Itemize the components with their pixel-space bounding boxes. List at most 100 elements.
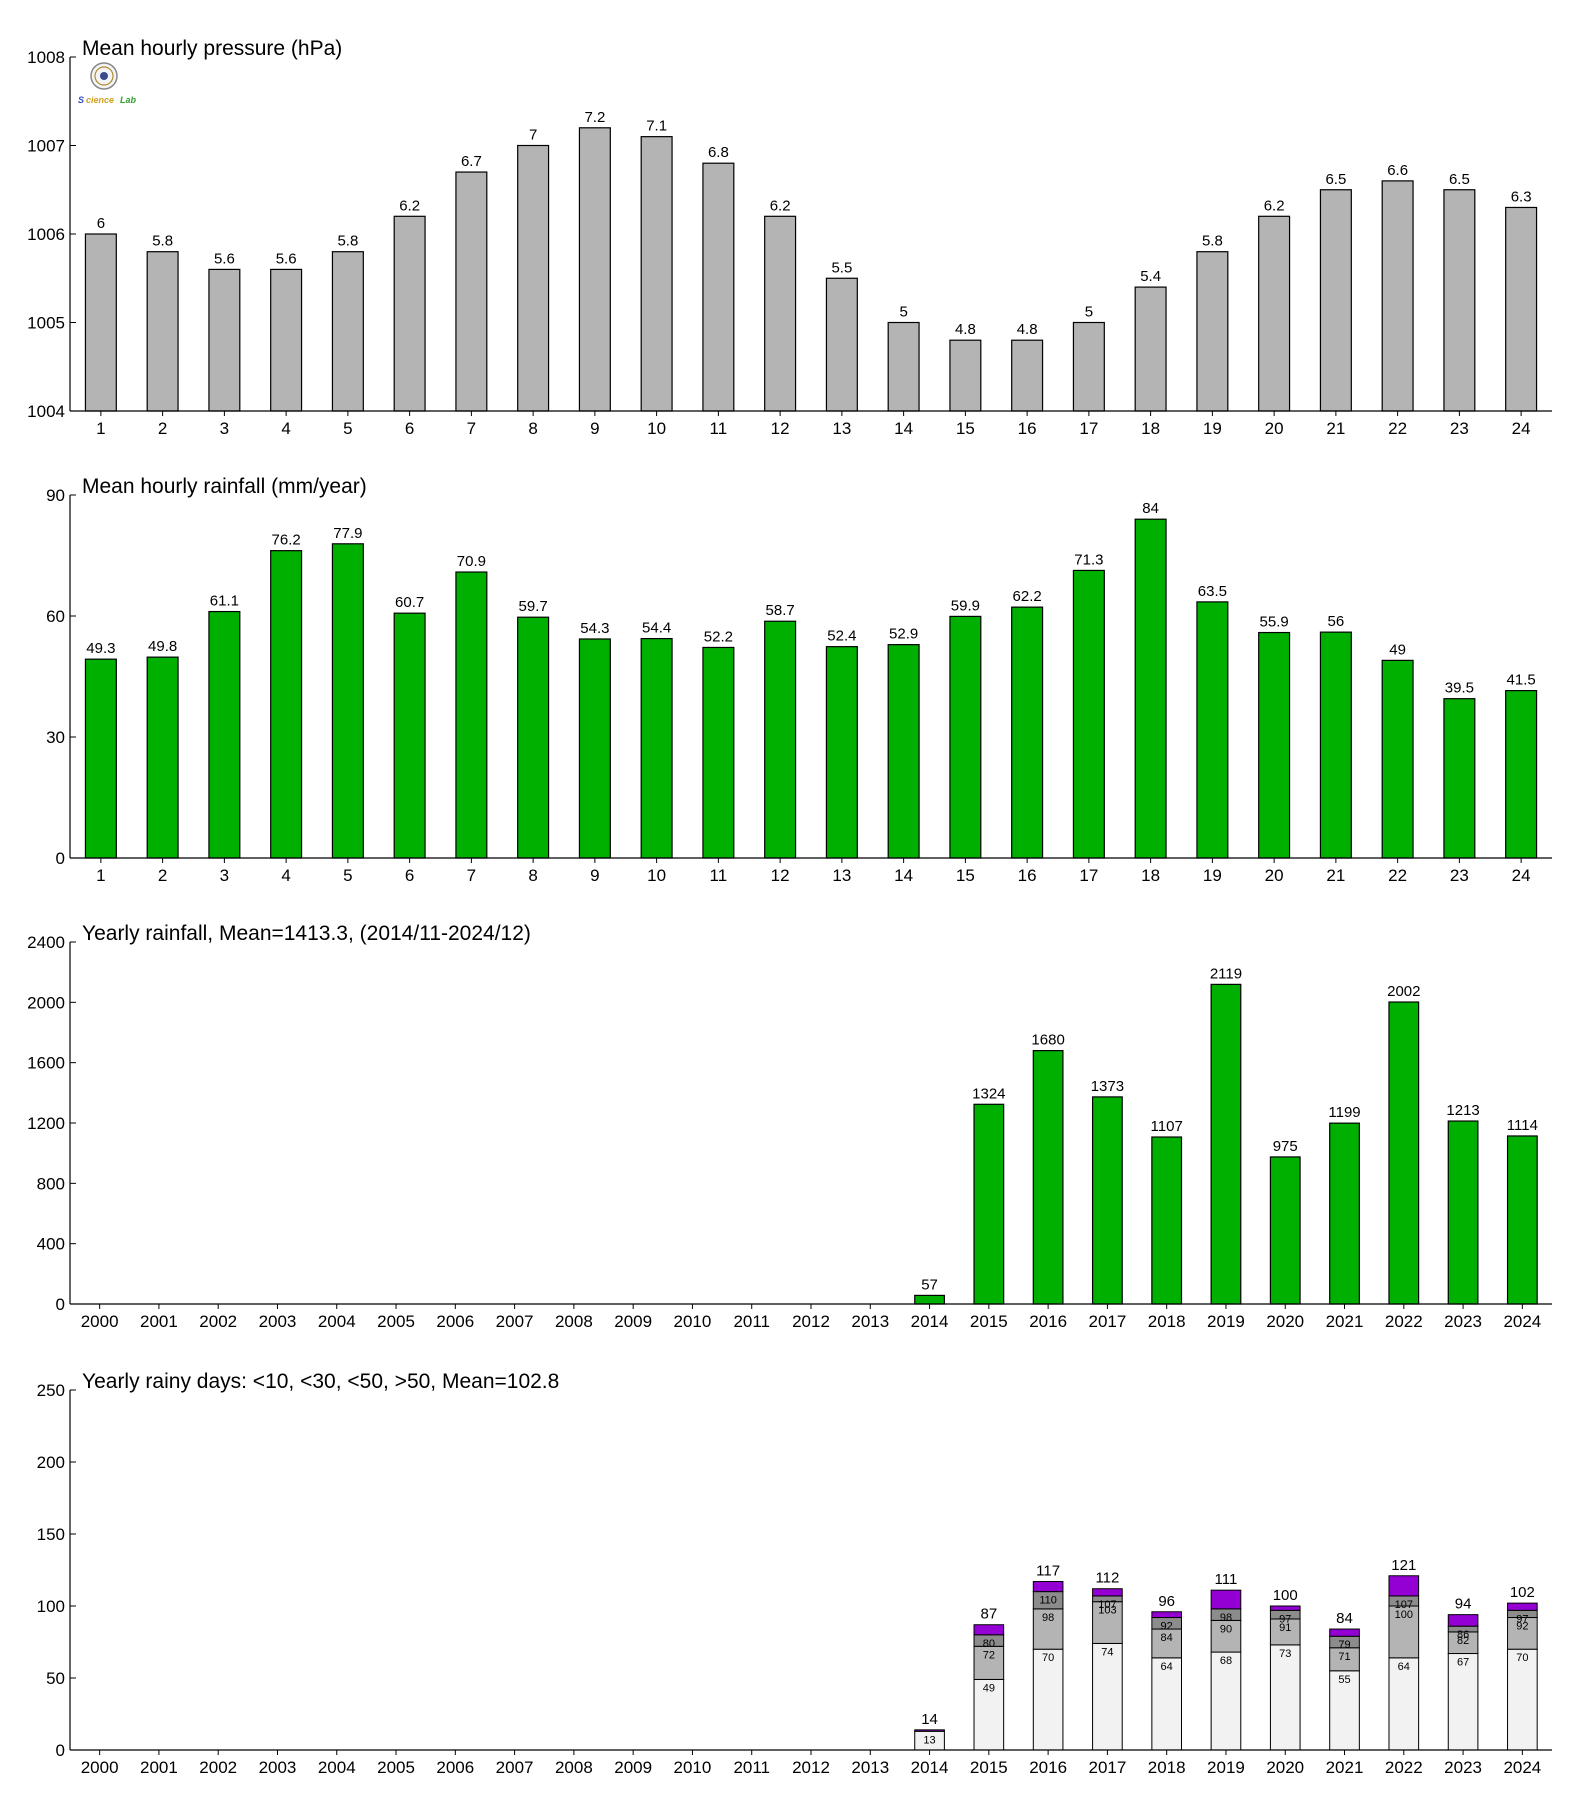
stack-segment [1032, 1648, 1064, 1751]
bar [578, 638, 611, 859]
y-tick-label: 100 [37, 1597, 65, 1616]
segment-label: 107 [1395, 1599, 1413, 1611]
x-tick-label: 2015 [970, 1758, 1008, 1777]
segment-label: 13 [923, 1734, 935, 1746]
svg-text:cience: cience [86, 95, 114, 105]
bar [84, 658, 117, 859]
x-tick-label: 7 [467, 419, 476, 438]
bar [1151, 1136, 1183, 1305]
bar [1011, 339, 1044, 412]
chart-1: Mean hourly pressure (hPa) 6 5.8 5.6 5.6 5.8 6… [27, 37, 1552, 438]
segment-label: 107 [1098, 1599, 1116, 1611]
segment-label: 82 [1457, 1635, 1469, 1647]
segment-label: 86 [1457, 1629, 1469, 1641]
stack-segment [1269, 1618, 1301, 1646]
data-label: 6 [97, 215, 105, 232]
bar [1011, 606, 1044, 859]
x-tick-label: 2022 [1385, 1758, 1423, 1777]
chart-title: Mean hourly rainfall (mm/year) [82, 475, 367, 498]
stack-segment [1210, 1589, 1242, 1610]
x-tick-label: 12 [771, 866, 790, 885]
data-label: 52.2 [704, 628, 733, 645]
svg-text:Lab: Lab [120, 95, 137, 105]
x-tick-label: 1 [96, 866, 105, 885]
segment-label: 70 [1042, 1652, 1054, 1664]
data-label: 1107 [1151, 1118, 1183, 1135]
x-tick-label: 23 [1450, 419, 1469, 438]
y-tick-label: 0 [56, 1295, 65, 1314]
x-tick-label: 2018 [1148, 1758, 1186, 1777]
x-tick-label: 2015 [970, 1312, 1008, 1331]
x-tick-label: 2019 [1207, 1758, 1245, 1777]
bar [887, 644, 920, 859]
chart-3: Yearly rainfall, Mean=1413.3, (2014/11-2… [27, 922, 1552, 1331]
x-tick-label: 2023 [1444, 1312, 1482, 1331]
bar [1196, 251, 1229, 412]
segment-label: 92 [1516, 1621, 1528, 1633]
x-tick-label: 2003 [259, 1312, 297, 1331]
chart-2: Mean hourly rainfall (mm/year)49.3 49.861… [46, 475, 1552, 885]
bar [949, 615, 982, 859]
data-label: 6.7 [461, 153, 482, 170]
data-label: 71.3 [1074, 551, 1103, 568]
stack-segment [1329, 1628, 1360, 1637]
x-tick-label: 2002 [199, 1758, 237, 1777]
y-tick-label: 1004 [27, 402, 65, 421]
x-tick-label: 2016 [1029, 1312, 1067, 1331]
x-tick-label: 2007 [496, 1758, 534, 1777]
x-tick-label: 2000 [81, 1758, 119, 1777]
x-tick-label: 7 [467, 866, 476, 885]
bar [1072, 321, 1105, 412]
x-tick-label: 2005 [377, 1312, 415, 1331]
bar [1258, 631, 1291, 859]
total-label: 84 [1336, 1610, 1353, 1627]
y-tick-label: 200 [37, 1453, 65, 1472]
y-tick-label: 1006 [27, 225, 65, 244]
x-tick-label: 15 [956, 866, 975, 885]
stack-segment [1151, 1657, 1182, 1751]
x-tick-label: 2024 [1503, 1758, 1541, 1777]
y-tick-label: 800 [37, 1174, 65, 1193]
stack-segment [1092, 1642, 1123, 1751]
data-label: 5.4 [1140, 268, 1161, 285]
data-label: 6.2 [1264, 197, 1285, 214]
segment-label: 98 [1220, 1612, 1232, 1624]
data-label: 62.2 [1013, 588, 1042, 605]
x-tick-label: 2021 [1326, 1312, 1364, 1331]
data-label: 5.8 [152, 233, 173, 250]
data-label: 49.8 [148, 638, 177, 655]
data-label: 4.8 [955, 321, 976, 338]
bar [702, 162, 735, 412]
bar [1505, 690, 1538, 859]
data-label: 7.2 [584, 109, 605, 126]
segment-label: 71 [1338, 1651, 1350, 1663]
x-tick-label: 10 [647, 866, 666, 885]
data-label: 1199 [1328, 1104, 1360, 1121]
y-tick-label: 1200 [27, 1114, 65, 1133]
x-tick-label: 2006 [436, 1312, 474, 1331]
data-label: 58.7 [766, 602, 795, 619]
stack-segment [1269, 1605, 1301, 1611]
total-label: 94 [1455, 1596, 1472, 1613]
y-tick-label: 60 [46, 607, 65, 626]
x-tick-label: 2010 [674, 1758, 712, 1777]
bar [331, 543, 364, 859]
segment-label: 84 [1161, 1632, 1173, 1644]
x-tick-label: 2018 [1148, 1312, 1186, 1331]
chart-4: Yearly rainy days: <10, <30, <50, >50, M… [37, 1370, 1552, 1777]
data-label: 59.7 [519, 598, 548, 615]
stack-segment [1507, 1602, 1538, 1611]
segment-label: 79 [1338, 1639, 1350, 1651]
x-tick-label: 2014 [911, 1312, 949, 1331]
bar [331, 251, 364, 412]
data-label: 49.3 [86, 640, 115, 657]
x-tick-label: 2024 [1503, 1312, 1541, 1331]
x-tick-label: 13 [832, 866, 851, 885]
segment-label: 68 [1220, 1655, 1232, 1667]
x-tick-label: 19 [1203, 866, 1222, 885]
x-tick-label: 2009 [614, 1312, 652, 1331]
segment-label: 55 [1338, 1674, 1350, 1686]
segment-label: 64 [1161, 1661, 1173, 1673]
x-tick-label: 2006 [436, 1758, 474, 1777]
